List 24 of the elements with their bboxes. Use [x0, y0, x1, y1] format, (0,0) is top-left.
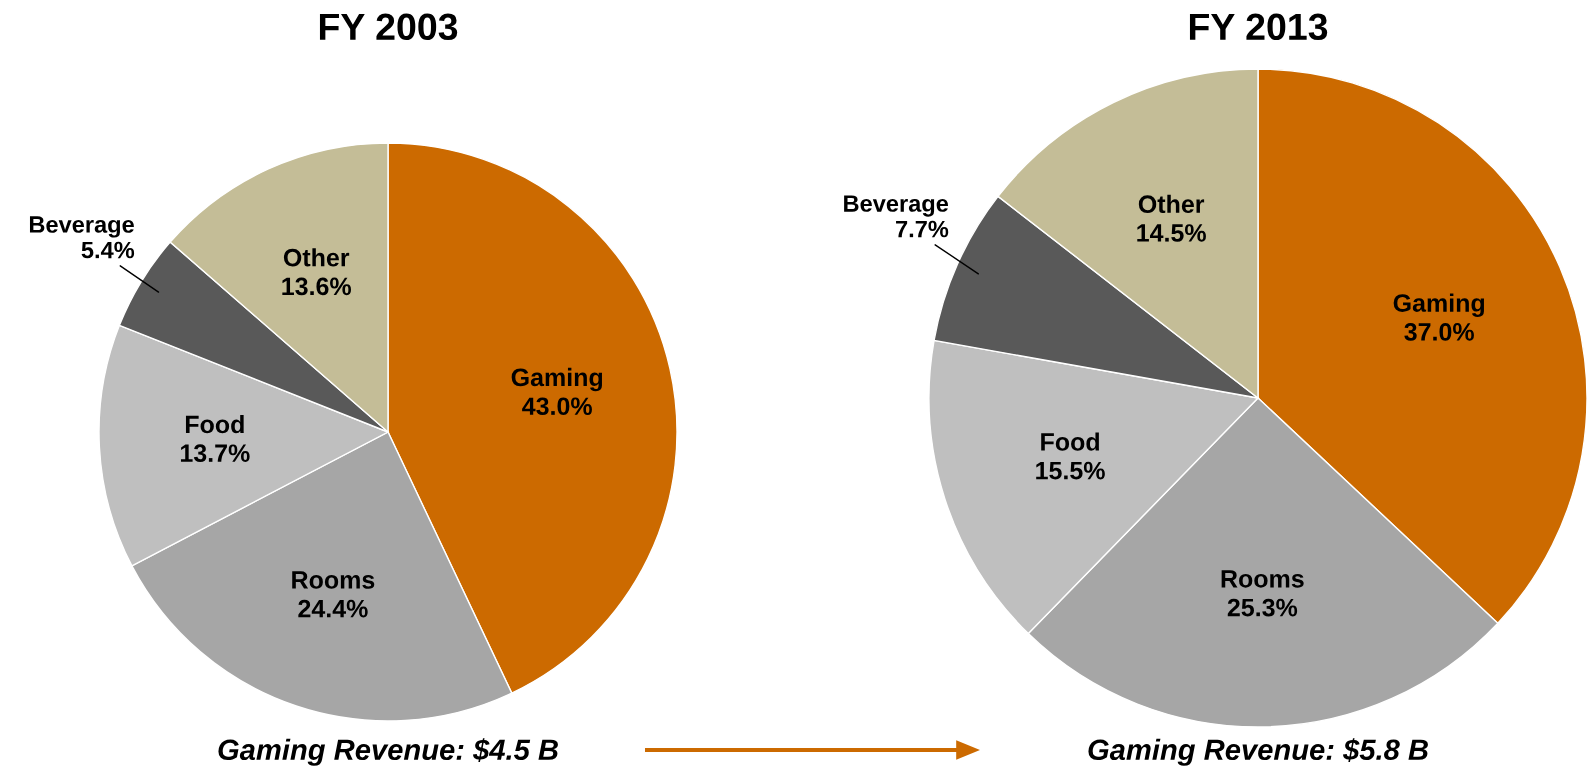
- slice-label: Food: [185, 414, 244, 434]
- data-label: 7.7%: [896, 220, 949, 238]
- slice-label: Beverage: [844, 195, 949, 217]
- slice-label: Other: [1138, 194, 1205, 214]
- data-label: 37.0%: [1404, 323, 1474, 341]
- text: Gaming Revenue: $5.8 B: [1088, 738, 1428, 766]
- data-label: 14.5%: [1137, 224, 1206, 242]
- data-label: 15.5%: [1036, 461, 1105, 480]
- slice-label: Food: [1041, 432, 1099, 451]
- slice-label: Gaming: [1393, 293, 1485, 317]
- data-label: 24.4%: [298, 599, 368, 618]
- data-label: 25.3%: [1227, 598, 1298, 617]
- data-label: 13.6%: [282, 277, 351, 296]
- chart-title: FY 2003: [319, 13, 458, 41]
- text: Gaming Revenue: $4.5 B: [218, 738, 558, 766]
- data-label: 43.0%: [522, 397, 592, 416]
- data-label: 13.7%: [180, 444, 250, 463]
- data-label: 5.4%: [81, 241, 135, 259]
- slice-label: Beverage: [29, 216, 134, 238]
- slice-label: Rooms: [1221, 570, 1304, 588]
- slice-label: Other: [283, 248, 350, 267]
- slice-label: Gaming: [511, 367, 603, 392]
- chart-title: FY 2013: [1189, 13, 1328, 41]
- slice-label: Rooms: [292, 571, 375, 589]
